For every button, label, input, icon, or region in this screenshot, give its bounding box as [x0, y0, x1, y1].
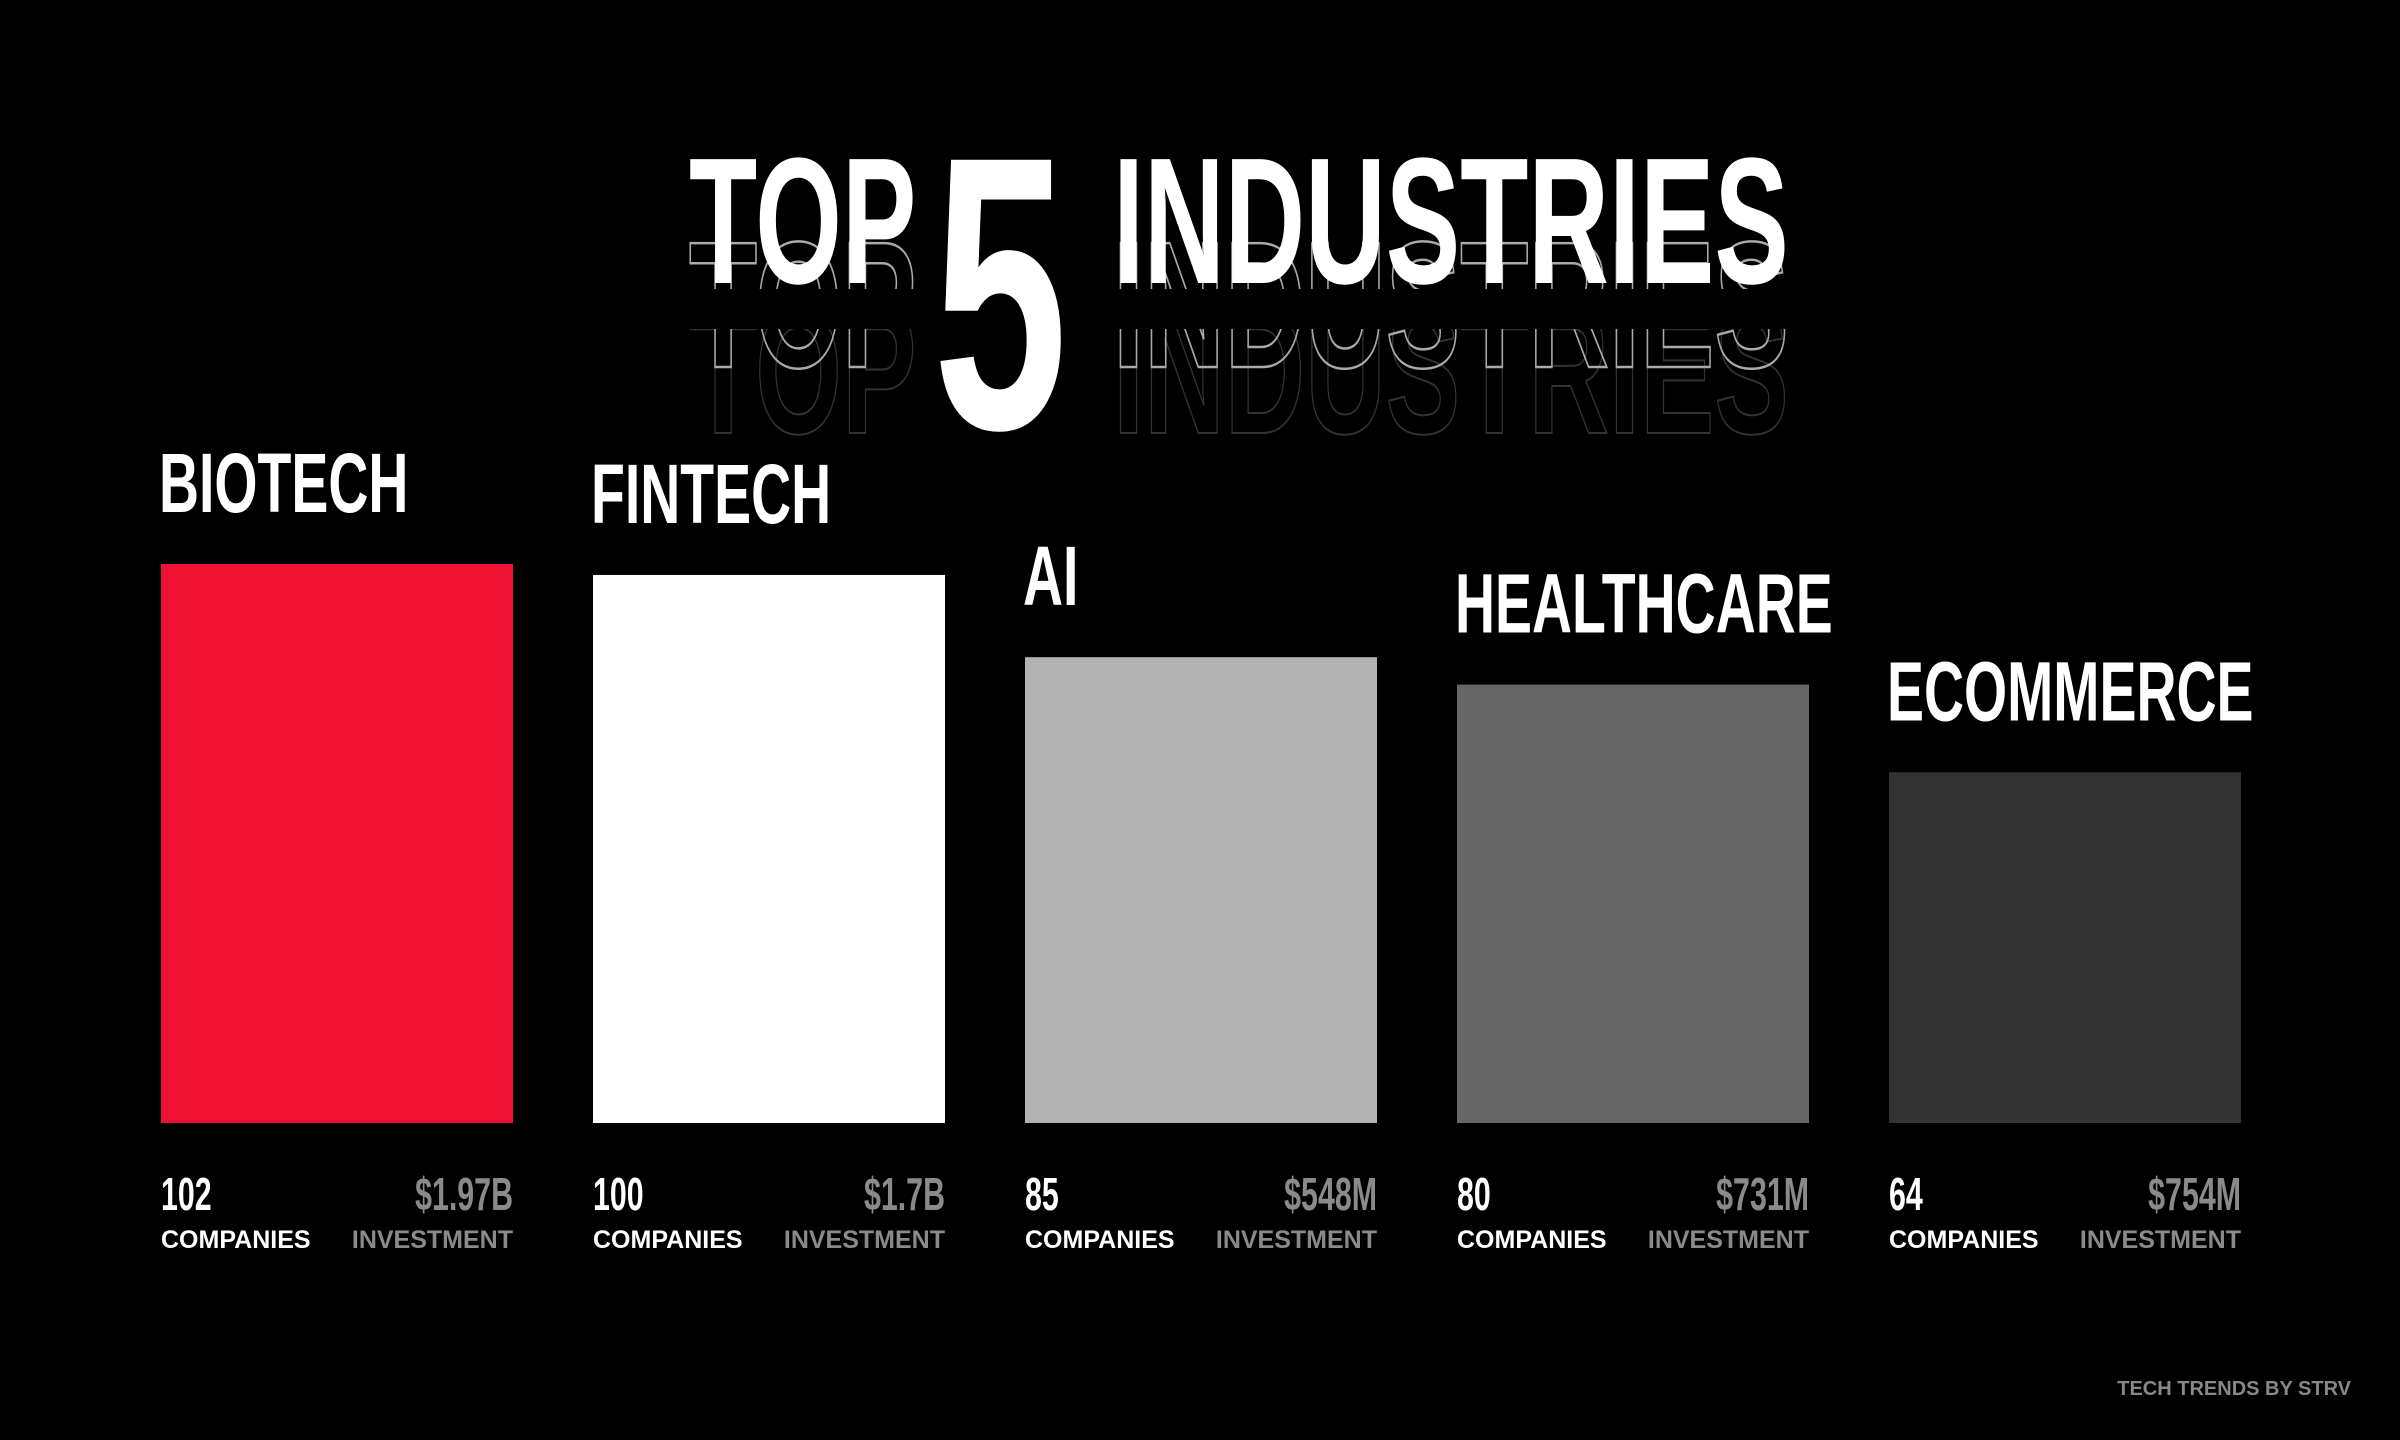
- company-count: 85: [1025, 1170, 1059, 1221]
- company-count: 80: [1457, 1170, 1491, 1221]
- companies-label: COMPANIES: [1025, 1226, 1175, 1254]
- category-label: HEALTHCARE: [1455, 558, 1833, 651]
- investment-value: $754M: [2148, 1170, 2241, 1221]
- title-echo-mask: [1103, 289, 2053, 329]
- investment-label: INVESTMENT: [352, 1226, 513, 1254]
- bar: [1889, 772, 2241, 1123]
- bar: [161, 564, 513, 1123]
- bar: [1457, 684, 1809, 1123]
- footer: TECH TRENDS BY STRV: [2117, 1378, 2351, 1400]
- investment-value: $548M: [1284, 1170, 1377, 1221]
- investment-value: $731M: [1716, 1170, 1809, 1221]
- investment-label: INVESTMENT: [1216, 1226, 1377, 1254]
- title-word: TOP: [689, 120, 916, 322]
- title-number: 5: [933, 75, 1067, 511]
- investment-value: $1.7B: [864, 1170, 945, 1221]
- bar: [593, 574, 945, 1123]
- investment-label: INVESTMENT: [784, 1226, 945, 1254]
- investment-label: INVESTMENT: [1648, 1226, 1809, 1254]
- company-count: 64: [1889, 1170, 1923, 1221]
- company-count: 100: [593, 1170, 644, 1221]
- category-label: FINTECH: [591, 449, 831, 542]
- companies-label: COMPANIES: [1889, 1226, 2039, 1254]
- company-count: 102: [161, 1170, 212, 1221]
- investment-value: $1.97B: [415, 1170, 513, 1221]
- bar: [1025, 657, 1377, 1123]
- category-label: ECOMMERCE: [1887, 646, 2253, 739]
- category-label: AI: [1023, 531, 1078, 624]
- companies-label: COMPANIES: [1457, 1226, 1607, 1254]
- title-word: INDUSTRIES: [1113, 120, 1789, 322]
- companies-label: COMPANIES: [161, 1226, 311, 1254]
- investment-label: INVESTMENT: [2080, 1226, 2241, 1254]
- companies-label: COMPANIES: [593, 1226, 743, 1254]
- category-label: BIOTECH: [159, 438, 408, 531]
